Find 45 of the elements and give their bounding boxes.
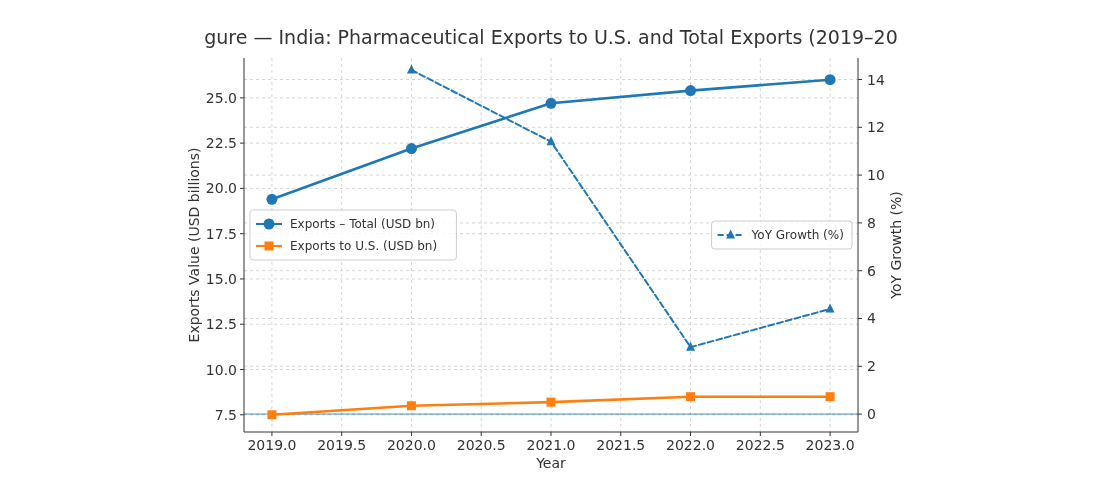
point — [405, 143, 417, 155]
point — [546, 136, 556, 146]
x-tick-label: 2019.0 — [247, 437, 297, 453]
point — [267, 410, 277, 420]
y2-tick-label: 2 — [867, 358, 876, 375]
point — [825, 392, 835, 402]
y-tick-label: 22.5 — [205, 135, 237, 152]
y2-tick-label: 14 — [867, 71, 885, 88]
point — [685, 85, 697, 97]
x-axis-title: Year — [535, 455, 567, 471]
point — [825, 303, 835, 313]
point — [686, 392, 696, 402]
x-tick-label: 2022.0 — [666, 437, 716, 453]
point — [546, 397, 556, 407]
y2-tick-label: 0 — [867, 406, 876, 423]
chart-title: gure — India: Pharmaceutical Exports to U.S. and Total Exports (2019–20 — [204, 26, 898, 48]
y2-axis-title: YoY Growth (%) — [888, 191, 904, 300]
y2-tick-label: 8 — [867, 214, 876, 231]
legend-label: Exports to U.S. (USD bn) — [290, 239, 438, 253]
y-tick-label: 20.0 — [205, 180, 237, 197]
point — [406, 401, 416, 411]
point — [824, 74, 836, 86]
x-tick-label: 2019.5 — [317, 437, 367, 453]
x-tick-label: 2021.5 — [596, 437, 646, 453]
y-tick-label: 15.0 — [205, 270, 237, 287]
y-tick-label: 25.0 — [205, 89, 237, 106]
y2-tick-label: 12 — [867, 119, 885, 136]
y-tick-label: 10.0 — [205, 361, 237, 378]
point — [686, 341, 696, 351]
x-tick-label: 2023.0 — [805, 437, 855, 453]
y-tick-label: 17.5 — [205, 225, 237, 242]
x-tick-label: 2021.0 — [526, 437, 576, 453]
point — [266, 193, 278, 205]
y-tick-label: 7.5 — [214, 406, 237, 423]
y2-tick-label: 6 — [867, 262, 876, 279]
y-axis-title: Exports Value (USD billions) — [186, 147, 202, 343]
y-tick-label: 12.5 — [205, 316, 237, 333]
y2-tick-label: 10 — [867, 167, 885, 184]
x-tick-label: 2020.0 — [386, 437, 436, 453]
point — [545, 97, 557, 109]
legend-label: YoY Growth (%) — [750, 228, 844, 242]
x-tick-label: 2020.5 — [456, 437, 506, 453]
y2-tick-label: 4 — [867, 310, 876, 327]
legend-label: Exports – Total (USD bn) — [290, 217, 436, 231]
x-tick-label: 2022.5 — [735, 437, 785, 453]
